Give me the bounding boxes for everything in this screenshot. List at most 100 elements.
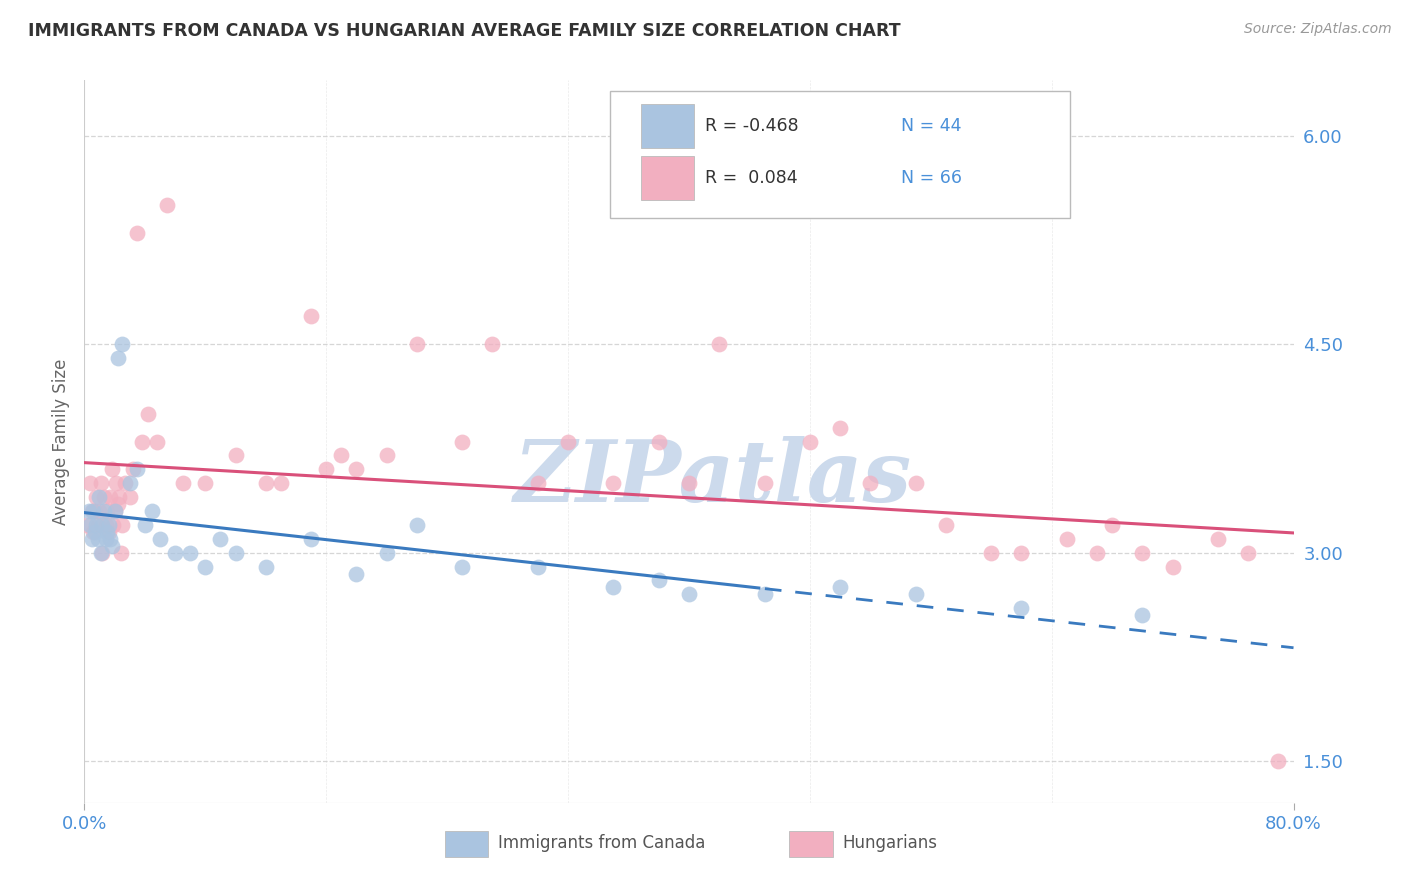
Point (209, 532, 232, 546)
Point (91, 517, 114, 532)
Point (1085, 546, 1108, 560)
Point (141, 504, 163, 518)
Point (82, 504, 104, 518)
Point (678, 476, 700, 491)
Point (194, 476, 217, 491)
Point (80, 504, 103, 518)
Point (76, 517, 98, 532)
Point (90, 476, 112, 491)
Point (830, 581, 852, 595)
Point (107, 351, 129, 366)
Point (709, 337, 731, 351)
Point (118, 476, 141, 491)
Point (270, 476, 292, 491)
Point (179, 546, 201, 560)
Point (451, 434, 474, 449)
Point (79, 476, 101, 491)
Point (108, 490, 131, 504)
Point (89, 504, 111, 518)
Point (406, 337, 429, 351)
Point (602, 581, 624, 595)
Point (156, 198, 179, 212)
Text: Source: ZipAtlas.com: Source: ZipAtlas.com (1244, 22, 1392, 37)
FancyBboxPatch shape (444, 831, 488, 857)
Point (1267, 754, 1289, 768)
FancyBboxPatch shape (641, 156, 693, 200)
Point (121, 462, 143, 476)
Text: ZIPatlas: ZIPatlas (515, 436, 912, 519)
Point (754, 476, 776, 491)
Point (105, 476, 128, 491)
Point (935, 517, 957, 532)
Point (225, 449, 247, 463)
Point (104, 504, 127, 518)
Point (114, 476, 136, 491)
Point (100, 462, 122, 476)
Point (89, 490, 111, 504)
Point (678, 587, 700, 601)
Point (77, 504, 100, 518)
Point (1237, 546, 1260, 560)
Point (80, 532, 103, 546)
Point (87, 532, 110, 546)
Point (859, 476, 882, 491)
Point (110, 546, 132, 560)
Point (93, 490, 115, 504)
Point (299, 532, 322, 546)
Point (648, 574, 671, 588)
Point (904, 587, 927, 601)
Point (79, 517, 101, 532)
Point (315, 462, 337, 476)
Point (111, 337, 134, 351)
Point (98, 532, 121, 546)
Point (136, 407, 159, 421)
Point (254, 476, 277, 491)
Point (84, 504, 107, 518)
Point (111, 517, 134, 532)
Point (980, 546, 1002, 560)
Point (375, 449, 398, 463)
Point (330, 449, 353, 463)
Text: N = 44: N = 44 (901, 117, 962, 135)
Point (799, 434, 821, 449)
Point (904, 476, 927, 491)
Text: Hungarians: Hungarians (842, 834, 938, 852)
Point (101, 517, 124, 532)
Point (557, 434, 579, 449)
Point (93, 504, 115, 518)
Point (1132, 546, 1154, 560)
Text: Immigrants from Canada: Immigrants from Canada (498, 834, 706, 852)
Point (225, 546, 247, 560)
Point (104, 504, 127, 518)
Point (602, 476, 624, 491)
Point (100, 539, 122, 553)
Point (1161, 559, 1184, 574)
Point (194, 559, 217, 574)
Point (146, 434, 169, 449)
Point (1056, 532, 1078, 546)
Point (754, 587, 776, 601)
Point (481, 337, 503, 351)
Point (97, 524, 120, 539)
Point (830, 420, 852, 434)
Text: R = -0.468: R = -0.468 (704, 117, 799, 135)
Point (1011, 601, 1033, 615)
FancyBboxPatch shape (610, 91, 1070, 218)
Point (98, 490, 121, 504)
Point (86, 490, 108, 504)
Point (134, 517, 156, 532)
Point (1206, 532, 1229, 546)
Point (131, 434, 153, 449)
Point (87, 517, 110, 532)
Point (172, 476, 194, 491)
Point (96, 524, 118, 539)
Point (648, 434, 671, 449)
Point (451, 559, 474, 574)
Point (127, 462, 149, 476)
Text: R =  0.084: R = 0.084 (704, 169, 797, 186)
Point (346, 462, 368, 476)
Point (90, 546, 112, 560)
Point (1101, 517, 1123, 532)
Point (346, 566, 368, 581)
Point (107, 497, 129, 511)
